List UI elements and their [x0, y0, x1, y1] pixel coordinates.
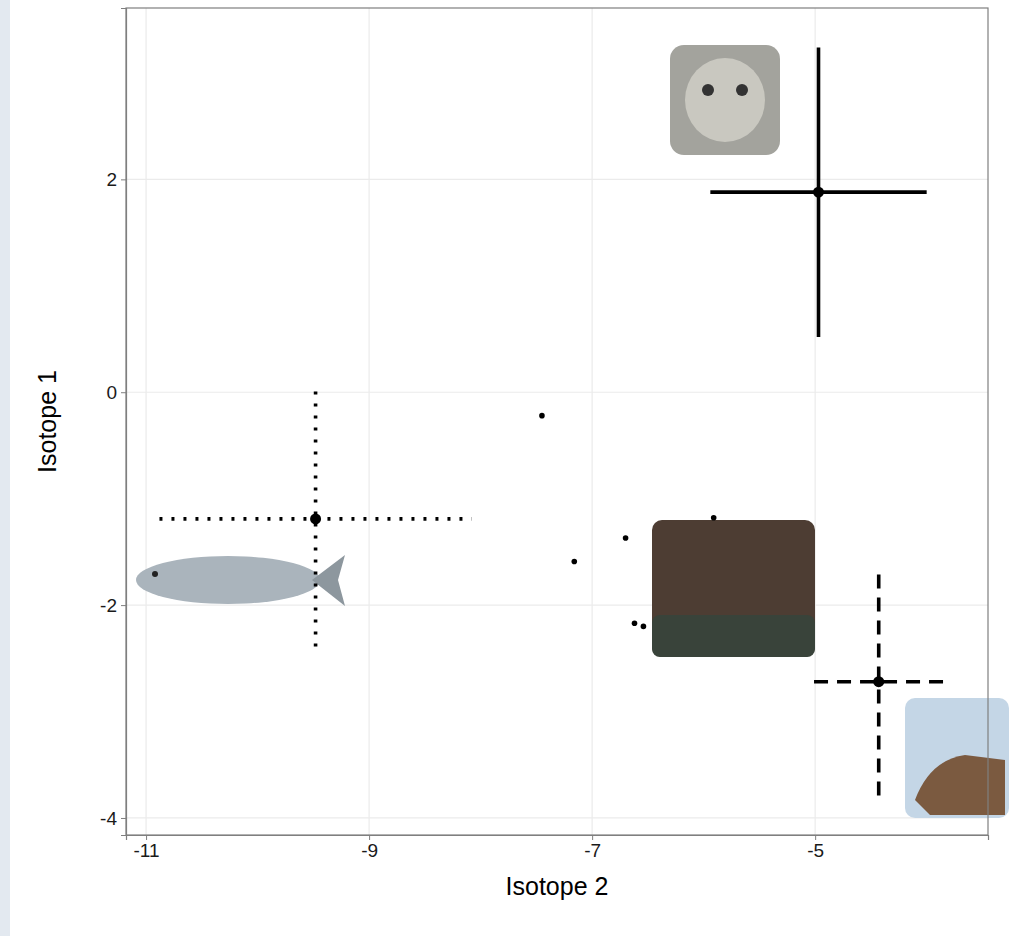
x-tick-label: -7	[584, 840, 601, 861]
x-tick: -7	[584, 835, 601, 861]
y-axis: -4 -2 0 2	[100, 9, 126, 836]
grid-line-y	[126, 605, 988, 606]
x-tick-mark	[146, 835, 147, 840]
point	[641, 624, 647, 630]
x-axis: -11 -9 -7 -5	[127, 835, 989, 861]
icon-seal-eye	[702, 84, 714, 96]
x-tick-mark	[369, 835, 370, 840]
icon-deer	[905, 698, 1009, 818]
y-tick-mark	[121, 605, 126, 606]
y-tick: 0	[106, 382, 126, 403]
marks	[159, 47, 943, 795]
icon-seal-eye	[736, 84, 748, 96]
y-axis-line	[121, 9, 127, 836]
icon-seal-face	[685, 58, 765, 142]
y-tick: 2	[106, 169, 126, 190]
y-tick-label: 0	[106, 382, 117, 403]
grid	[126, 8, 988, 835]
y-tick: -2	[100, 595, 126, 616]
point	[539, 413, 545, 419]
grid-line-y	[126, 179, 988, 180]
icon-salmon-eye	[152, 571, 158, 577]
icon-seal	[670, 45, 780, 155]
icon-salmon	[136, 556, 320, 604]
y-tick-label: 2	[106, 169, 117, 190]
x-tick-mark	[815, 835, 816, 840]
grid-line-y	[126, 392, 988, 393]
point	[571, 559, 577, 565]
icon-wolf	[652, 520, 815, 657]
icon-wolf-water	[652, 615, 815, 657]
source-mean	[873, 676, 884, 687]
background	[10, 0, 1013, 936]
y-tick-mark	[121, 179, 126, 180]
grid-line-y	[126, 817, 988, 818]
grid-line-x	[368, 8, 369, 835]
x-tick-label: -11	[134, 840, 160, 861]
x-tick: -11	[134, 835, 160, 861]
y-tick: -4	[100, 808, 126, 829]
x-tick-mark	[592, 835, 593, 840]
point	[632, 620, 638, 626]
x-tick: -5	[807, 835, 824, 861]
plot-frame	[126, 8, 988, 835]
y-tick-label: -2	[100, 595, 117, 616]
y-tick-mark	[121, 818, 126, 819]
y-tick-mark	[121, 392, 126, 393]
point	[623, 535, 629, 541]
x-axis-title: Isotope 2	[506, 872, 609, 900]
x-tick-label: -5	[807, 840, 824, 861]
x-tick: -9	[361, 835, 378, 861]
grid-line-x	[815, 8, 816, 835]
grid-line-x	[592, 8, 593, 835]
y-axis-title: Isotope 1	[33, 370, 61, 473]
y-tick-label: -4	[100, 808, 117, 829]
icons	[136, 45, 1009, 818]
point	[711, 515, 717, 521]
icon-deer-head	[915, 755, 1005, 815]
source-mean	[813, 187, 824, 198]
grid-line-x	[145, 8, 146, 835]
x-axis-line	[127, 836, 989, 841]
source-mean	[310, 513, 321, 524]
x-tick-label: -9	[361, 840, 378, 861]
